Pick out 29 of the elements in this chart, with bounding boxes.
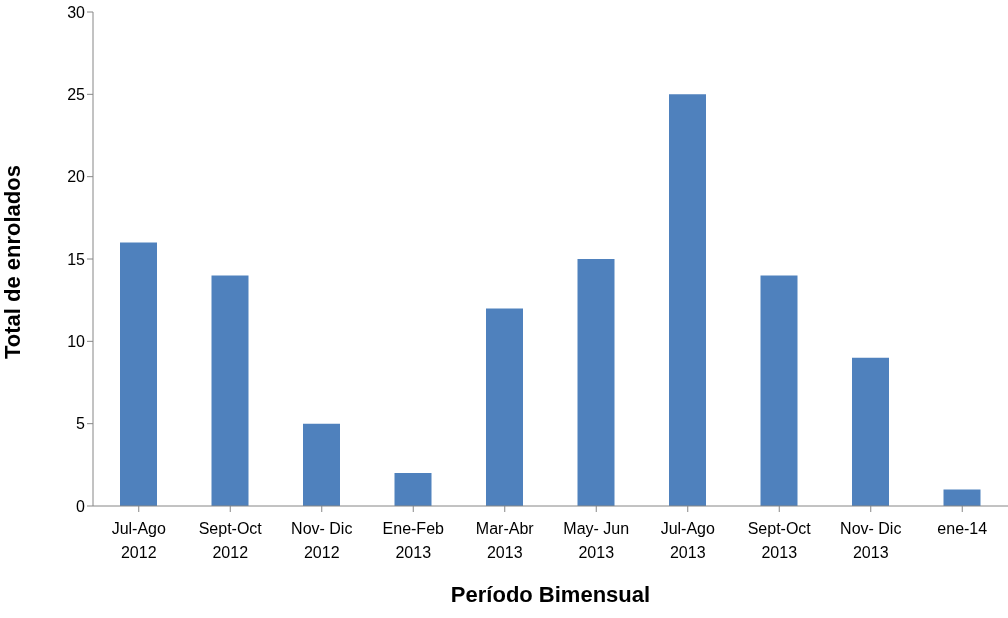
y-tick-label: 30: [67, 3, 86, 21]
x-axis-title: Período Bimensual: [450, 582, 651, 607]
bar: [943, 489, 981, 506]
bar: [303, 423, 340, 506]
x-tick-label: ene-14: [937, 520, 988, 537]
x-tick-label: May- Jun 2013: [563, 520, 630, 561]
x-tick-label: Jul-Ago 2012: [111, 520, 166, 561]
y-tick-label: 0: [76, 497, 86, 515]
x-tick-label: Jul-Ago 2013: [660, 520, 715, 561]
y-tick-label: 20: [67, 168, 86, 186]
x-tick-label: Nov- Dic 2012: [291, 520, 353, 561]
x-tick-label: Mar-Abr 2013: [475, 520, 535, 561]
bar: [120, 242, 157, 506]
x-tick-label: Sept-Oct 2012: [198, 520, 263, 561]
x-tick-label: Nov- Dic 2013: [840, 520, 902, 561]
bar: [577, 259, 615, 506]
bar: [852, 357, 889, 506]
y-tick-label: 25: [67, 86, 86, 104]
x-tick-label: Ene-Feb 2013: [382, 520, 445, 561]
bar: [760, 275, 798, 506]
x-tick-label: Sept-Oct 2013: [747, 520, 812, 561]
y-tick-label: 10: [67, 333, 86, 351]
y-tick-label: 5: [76, 415, 86, 433]
y-axis-title: Total de enrolados: [0, 165, 25, 359]
bar: [394, 473, 432, 506]
bar: [486, 308, 523, 506]
bar: [211, 275, 249, 506]
y-tick-label: 15: [67, 250, 86, 268]
bar: [669, 94, 706, 506]
